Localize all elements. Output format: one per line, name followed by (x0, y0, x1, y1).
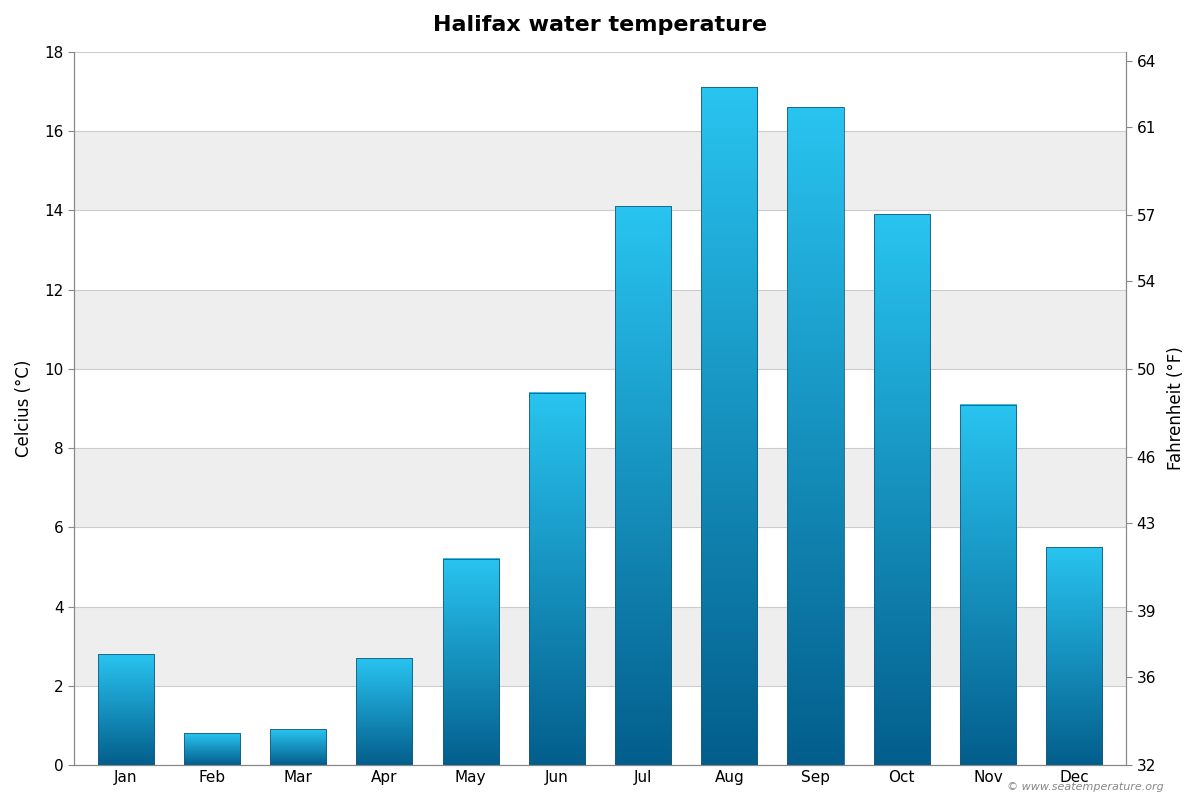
Y-axis label: Celcius (°C): Celcius (°C) (14, 360, 32, 457)
Bar (74, 210, 1126, 290)
Bar (74, 606, 1126, 686)
Bar (184, 734, 240, 765)
Bar (616, 206, 671, 765)
Bar (529, 393, 584, 765)
Bar (270, 730, 326, 765)
Title: Halifax water temperature: Halifax water temperature (433, 15, 767, 35)
Bar (74, 290, 1126, 369)
Y-axis label: Fahrenheit (°F): Fahrenheit (°F) (1166, 346, 1184, 470)
Bar (701, 87, 757, 765)
Bar (1046, 547, 1103, 765)
Bar (787, 107, 844, 765)
Bar (960, 405, 1016, 765)
Bar (74, 527, 1126, 606)
Bar (97, 654, 154, 765)
Bar (443, 559, 499, 765)
Bar (74, 369, 1126, 448)
Bar (74, 131, 1126, 210)
Bar (74, 448, 1126, 527)
Bar (74, 52, 1126, 131)
Text: © www.seatemperature.org: © www.seatemperature.org (1007, 782, 1164, 792)
Bar (874, 214, 930, 765)
Bar (356, 658, 413, 765)
Bar (74, 686, 1126, 765)
